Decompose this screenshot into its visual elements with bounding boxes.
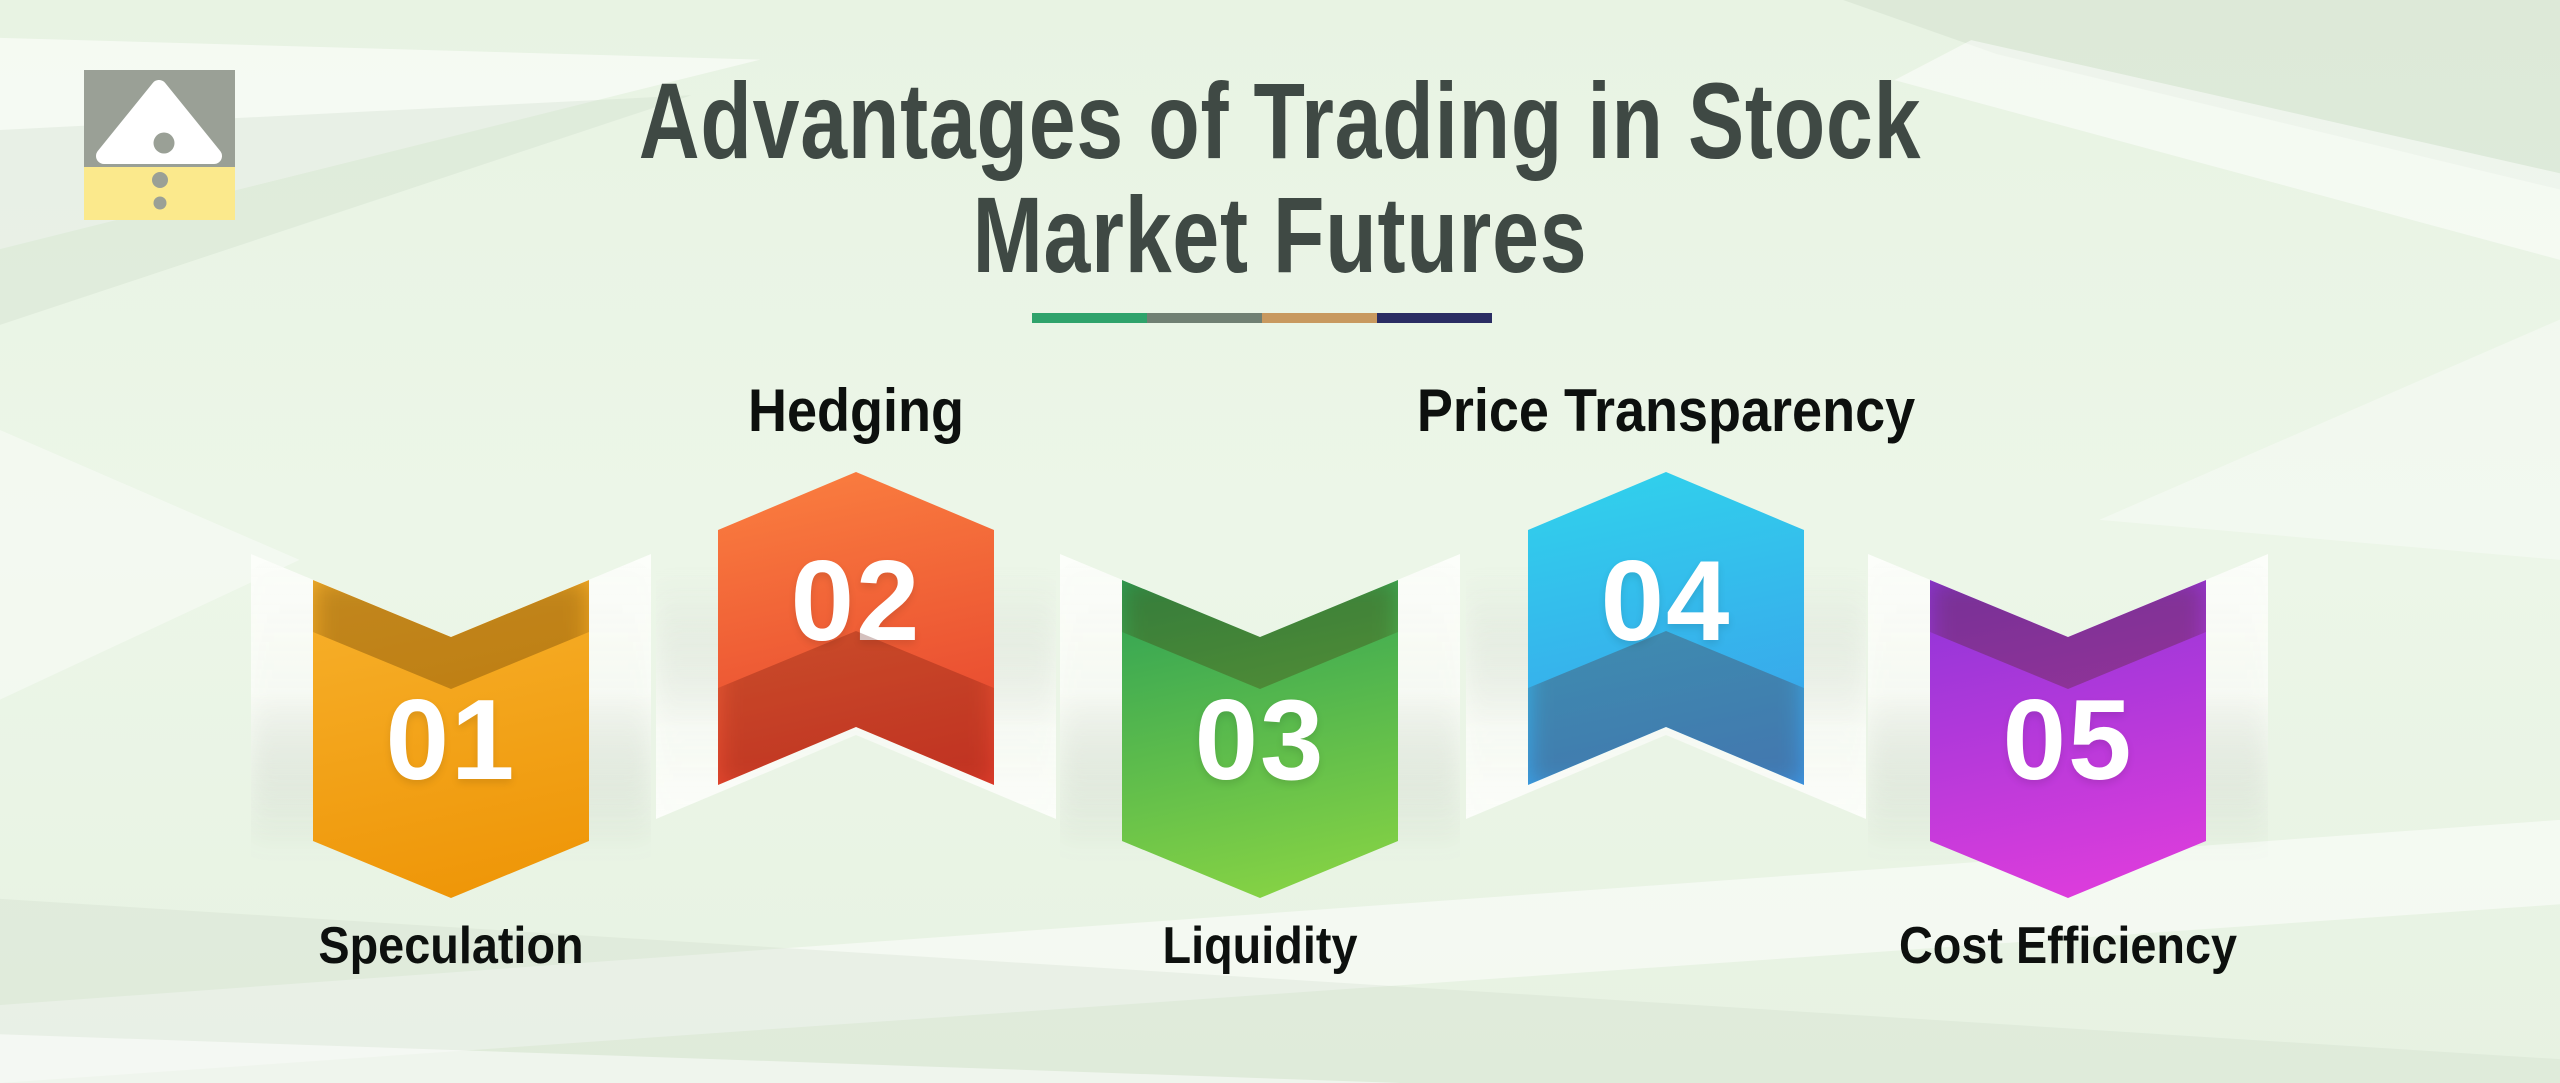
logo-triangle-icon	[96, 80, 222, 164]
banner-chevron-05: 05	[1930, 580, 2206, 898]
page-title-line-1: Advantages of Trading in Stock	[638, 60, 1922, 181]
logo-dot-upper	[152, 172, 168, 188]
page-title: Advantages of Trading in Stock Market Fu…	[282, 64, 2279, 292]
advantage-item-liquidity: 03 Liquidity	[1060, 554, 1460, 1016]
divider-segment-gray	[1147, 313, 1262, 323]
step-number-03: 03	[1194, 677, 1326, 804]
divider-segment-green	[1032, 313, 1147, 323]
step-number-01: 01	[385, 677, 517, 804]
divider-segment-navy	[1377, 313, 1492, 323]
brand-logo	[84, 70, 235, 220]
advantage-item-speculation: 01 Speculation	[251, 554, 651, 1016]
banner-chevron-02: 02	[718, 472, 994, 785]
logo-triangle-dot	[153, 132, 175, 154]
page-title-line-2: Market Futures	[972, 174, 1588, 295]
banner-chevron-04: 04	[1528, 472, 1804, 785]
title-divider	[1032, 313, 1492, 323]
step-number-05: 05	[2002, 677, 2134, 804]
advantage-item-cost-efficiency: 05 Cost Efficiency	[1868, 554, 2268, 1016]
step-label-cost-efficiency: Cost Efficiency	[1898, 917, 2238, 975]
step-label-speculation: Speculation	[318, 917, 584, 975]
advantage-item-price-transparency: 04 Price Transparency	[1417, 365, 1915, 819]
step-label-hedging: Hedging	[748, 377, 964, 444]
step-label-liquidity: Liquidity	[1162, 917, 1358, 975]
step-number-04: 04	[1600, 538, 1732, 665]
banner-chevron-03: 03	[1122, 580, 1398, 898]
advantage-item-hedging: 02 Hedging	[656, 365, 1056, 819]
step-number-02: 02	[790, 538, 922, 665]
step-label-price-transparency: Price Transparency	[1416, 377, 1916, 444]
divider-segment-tan	[1262, 313, 1377, 323]
logo-dot-lower	[153, 196, 167, 210]
banner-chevron-01: 01	[313, 580, 589, 898]
